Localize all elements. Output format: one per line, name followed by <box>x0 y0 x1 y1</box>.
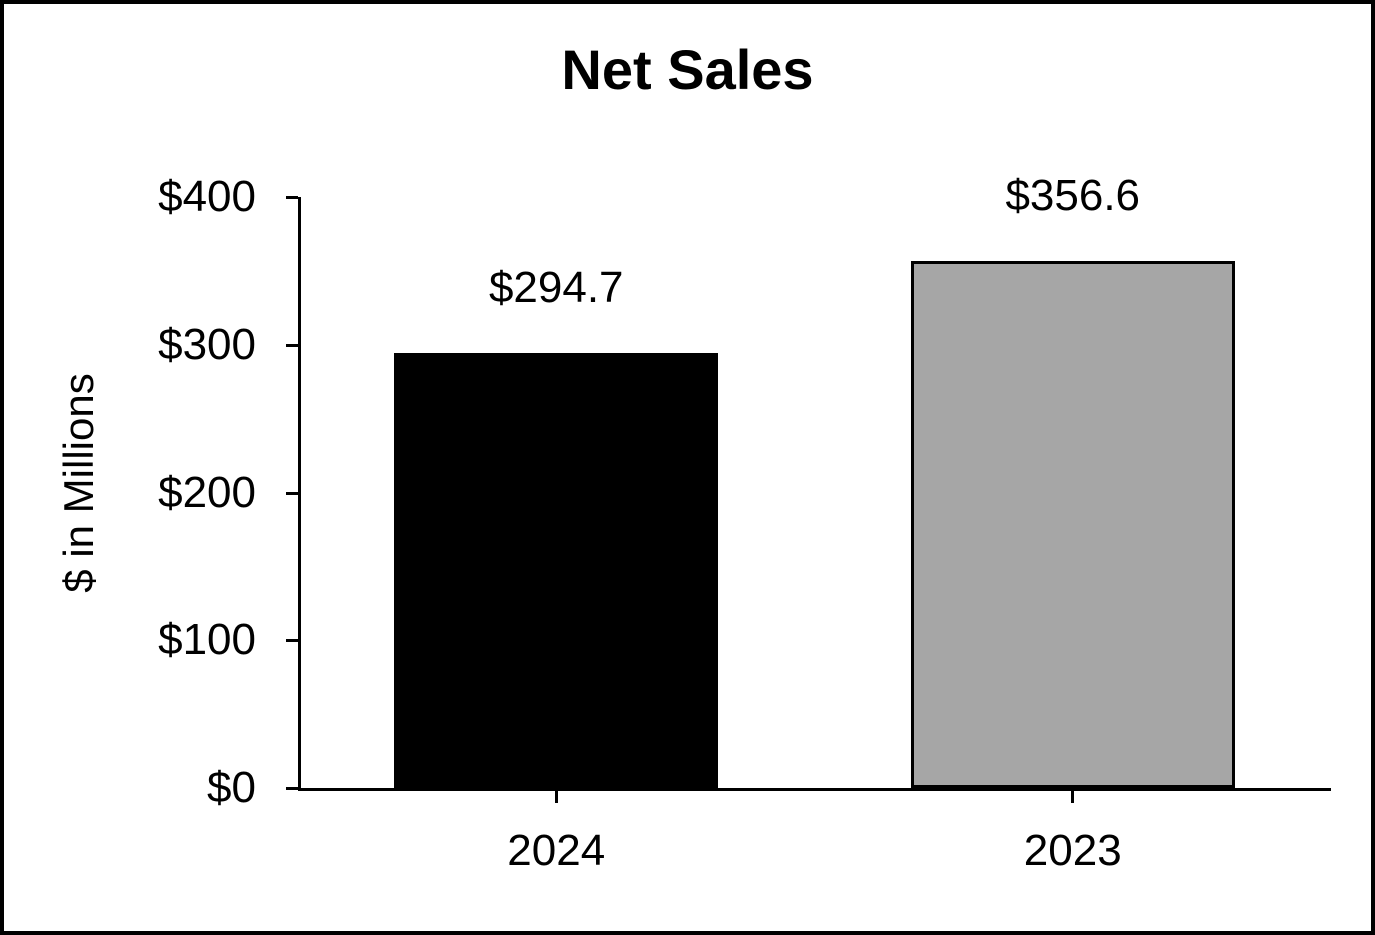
y-tick-label: $300 <box>158 319 256 369</box>
y-tick <box>286 343 298 347</box>
bar-value-label: $356.6 <box>1005 171 1141 221</box>
category-label-2023: 2023 <box>1023 826 1122 875</box>
y-tick <box>286 639 298 643</box>
y-tick <box>286 196 298 199</box>
y-tick <box>286 787 298 790</box>
bar-2024 <box>394 352 719 788</box>
x-tick <box>554 791 558 803</box>
category-label-2024: 2024 <box>507 826 606 875</box>
y-tick-label: $400 <box>158 172 256 221</box>
y-axis-line <box>298 197 301 791</box>
y-tick <box>286 491 298 495</box>
bar-2023 <box>910 261 1235 788</box>
bar-value-label: $294.7 <box>488 262 624 312</box>
x-axis-line <box>298 788 1331 791</box>
y-tick-label: $200 <box>158 467 256 517</box>
chart-title: Net Sales <box>561 38 814 101</box>
y-tick-label: $0 <box>207 763 256 812</box>
y-tick-label: $100 <box>158 615 256 665</box>
x-tick <box>1071 791 1075 803</box>
